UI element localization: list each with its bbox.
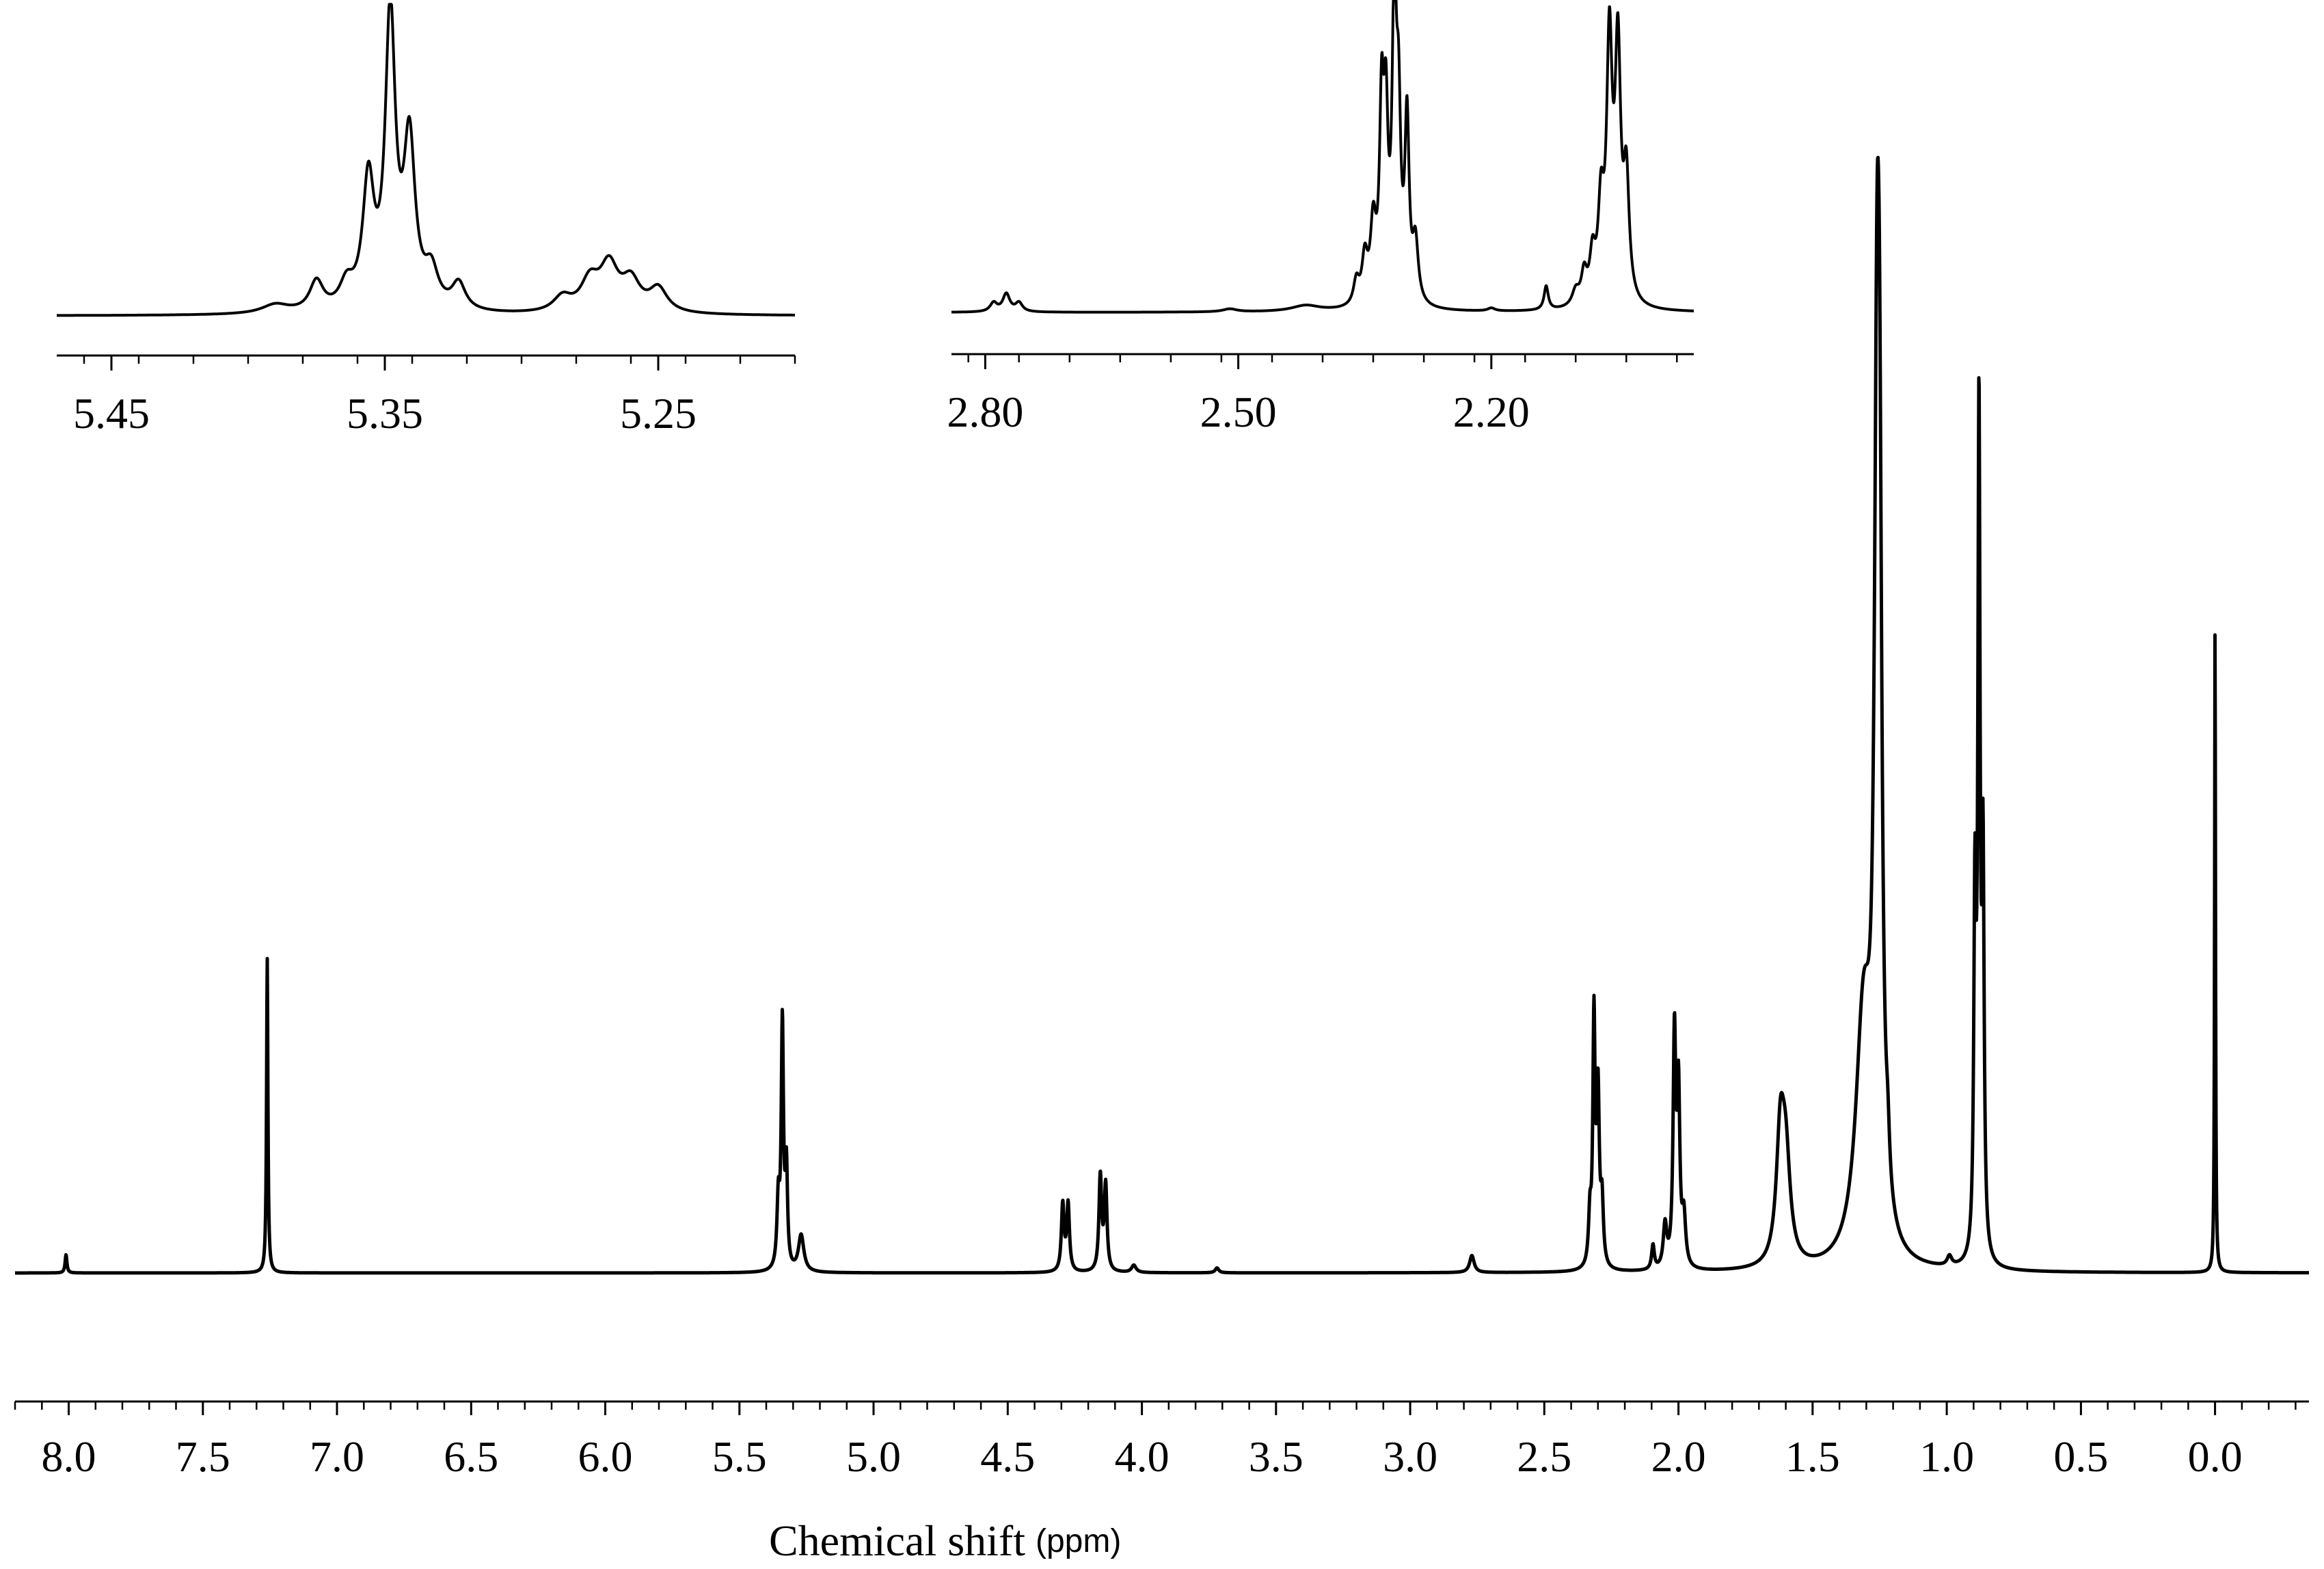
x-tick-label: 8.0 — [42, 1432, 96, 1481]
x-tick-label: 4.5 — [980, 1432, 1035, 1481]
x-tick-label: 1.0 — [1919, 1432, 1974, 1481]
x-axis-title: Chemical shift — [769, 1516, 1025, 1565]
x-tick-label: 5.5 — [712, 1432, 767, 1481]
x-tick-label: 5.25 — [620, 389, 697, 438]
spectrum-trace — [950, 0, 1695, 314]
x-axis-unit: (ppm) — [1036, 1523, 1121, 1559]
spectrum-trace — [14, 155, 2310, 1275]
x-tick-label: 3.5 — [1249, 1432, 1303, 1481]
x-tick-label: 5.0 — [846, 1432, 901, 1481]
x-tick-label: 1.5 — [1785, 1432, 1840, 1481]
x-tick-label: 7.5 — [176, 1432, 230, 1481]
x-tick-label: 5.35 — [347, 389, 423, 438]
x-tick-label: 6.5 — [444, 1432, 498, 1481]
x-tick-label: 6.0 — [578, 1432, 633, 1481]
spectrum-trace — [55, 3, 796, 317]
inset-left-spectrum: 5.45 5.35 5.25 — [55, 3, 796, 438]
x-tick-label: 0.0 — [2188, 1432, 2243, 1481]
x-tick-label: 3.0 — [1383, 1432, 1437, 1481]
x-tick-label: 2.20 — [1453, 388, 1530, 436]
x-tick-label: 0.5 — [2053, 1432, 2108, 1481]
x-tick-label: 7.0 — [310, 1432, 364, 1481]
x-tick-label: 5.45 — [73, 389, 150, 438]
x-tick-label: 2.50 — [1200, 388, 1277, 436]
x-tick-label: 2.80 — [947, 388, 1023, 436]
inset-right-spectrum: 2.80 2.50 2.20 — [947, 0, 1695, 436]
x-tick-label: 4.0 — [1115, 1432, 1170, 1481]
x-tick-label: 2.5 — [1517, 1432, 1571, 1481]
x-tick-label: 2.0 — [1651, 1432, 1706, 1481]
main-spectrum: 8.0 7.5 7.0 6.5 6.0 5.5 5.0 4.5 4.0 3.5 3.0 2.5 2.0 1… — [14, 155, 2310, 1481]
